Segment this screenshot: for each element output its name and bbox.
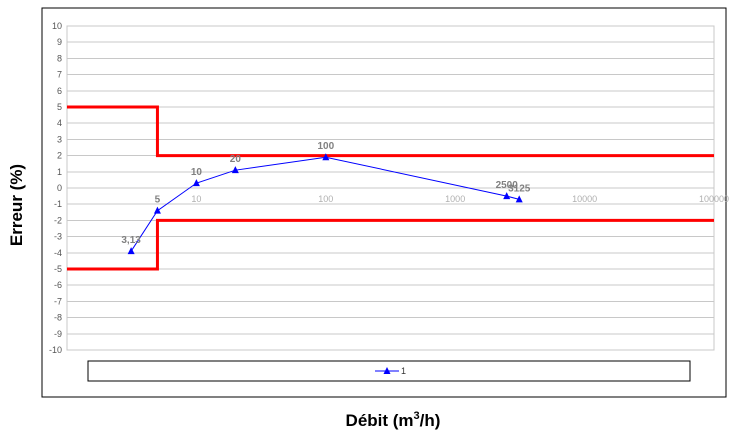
y-tick-label: -8 <box>54 313 62 323</box>
series-layer <box>127 153 523 255</box>
x-tick-label: 1000 <box>445 194 465 204</box>
y-tick-label: -9 <box>54 329 62 339</box>
x-axis-title: Débit (m3/h) <box>346 410 441 430</box>
y-tick-label: -10 <box>49 345 62 355</box>
grid <box>66 25 715 351</box>
data-point-marker <box>515 195 523 203</box>
y-tick-label: 8 <box>57 53 62 63</box>
y-tick-label: -5 <box>54 264 62 274</box>
data-point-marker <box>231 166 239 174</box>
y-tick-label: 5 <box>57 102 62 112</box>
data-point-marker <box>503 192 511 200</box>
y-tick-label: 1 <box>57 167 62 177</box>
chart-area-frame <box>41 7 727 398</box>
data-point-marker <box>192 179 200 187</box>
x-axis-title-superscript: 3 <box>414 410 420 422</box>
y-tick-label: -2 <box>54 215 62 225</box>
data-label: 10 <box>191 167 203 178</box>
data-label: 3,13 <box>121 235 141 246</box>
data-label: 20 <box>230 154 242 165</box>
legend-marker <box>383 367 391 374</box>
tolerance-limit-line <box>67 218 714 271</box>
data-point-marker <box>153 206 161 214</box>
data-point-marker <box>127 247 135 255</box>
y-tick-label: -1 <box>54 199 62 209</box>
data-label: 2500 <box>496 180 519 191</box>
x-tick-labels: 10 100 1000 10000 100000 <box>191 194 729 204</box>
x-tick-label: 100 <box>318 194 333 204</box>
tolerance-limit-line <box>67 105 714 158</box>
y-tick-label: 9 <box>57 37 62 47</box>
y-tick-label: 7 <box>57 70 62 80</box>
y-tick-label: -3 <box>54 232 62 242</box>
y-tick-label: 2 <box>57 151 62 161</box>
data-point-marker <box>322 153 330 161</box>
y-tick-label: 10 <box>52 21 62 31</box>
tolerance-limits <box>67 105 714 271</box>
y-axis-title: Erreur (%) <box>7 164 26 246</box>
x-axis-title-suffix: /h) <box>420 411 441 430</box>
x-tick-label: 100000 <box>699 194 729 204</box>
x-tick-label: 10 <box>191 194 201 204</box>
legend-label: 1 <box>401 366 406 376</box>
x-tick-label: 10000 <box>572 194 597 204</box>
x-axis-title-prefix: Débit (m <box>346 411 414 430</box>
y-tick-label: 3 <box>57 134 62 144</box>
y-tick-label: -7 <box>54 296 62 306</box>
y-tick-label: 4 <box>57 118 62 128</box>
y-tick-label: -4 <box>54 248 62 258</box>
data-label: 100 <box>317 141 334 152</box>
y-tick-label: 6 <box>57 86 62 96</box>
data-label: 5 <box>155 195 161 206</box>
plot-border <box>66 25 715 351</box>
data-label: 3125 <box>508 183 531 194</box>
legend: 1 <box>375 366 406 376</box>
y-tick-label: 0 <box>57 183 62 193</box>
y-tick-label: -6 <box>54 280 62 290</box>
